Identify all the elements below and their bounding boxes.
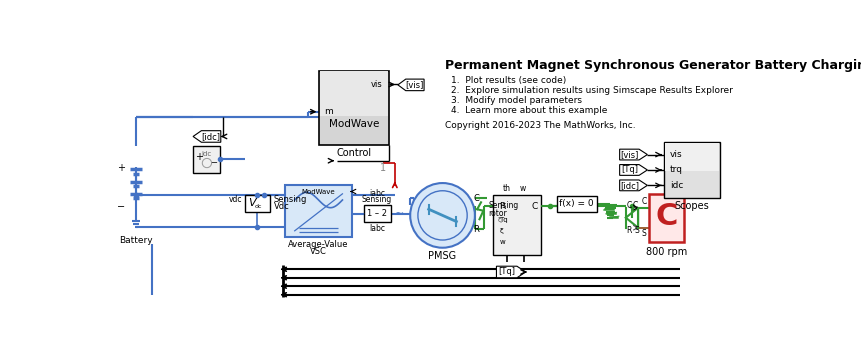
Polygon shape bbox=[496, 266, 525, 278]
Text: 3.  Modify model parameters: 3. Modify model parameters bbox=[450, 96, 581, 105]
Text: rotor: rotor bbox=[488, 209, 507, 218]
Text: C: C bbox=[473, 194, 479, 203]
Text: idc: idc bbox=[201, 151, 212, 157]
Text: w: w bbox=[519, 184, 525, 193]
Bar bbox=[245, 195, 269, 211]
Text: C: C bbox=[654, 202, 677, 231]
Text: [idc]: [idc] bbox=[201, 132, 220, 141]
Text: C: C bbox=[641, 197, 646, 206]
Text: w: w bbox=[499, 238, 505, 245]
Text: [idc]: [idc] bbox=[619, 181, 638, 190]
Text: R: R bbox=[625, 226, 630, 234]
Text: trq: trq bbox=[669, 166, 682, 174]
Text: +: + bbox=[117, 163, 125, 173]
Polygon shape bbox=[193, 131, 220, 142]
Text: Sensing: Sensing bbox=[274, 195, 307, 205]
Bar bbox=[648, 194, 684, 242]
Text: idc: idc bbox=[669, 181, 682, 190]
Text: R: R bbox=[499, 202, 505, 211]
Text: f(x) = 0: f(x) = 0 bbox=[559, 199, 593, 208]
Text: +: + bbox=[195, 152, 203, 162]
Bar bbox=[193, 146, 220, 173]
Text: 1.  Plot results (see code): 1. Plot results (see code) bbox=[450, 76, 566, 85]
Bar bbox=[319, 71, 388, 145]
Text: −: − bbox=[210, 159, 217, 167]
Text: V: V bbox=[248, 198, 256, 208]
Text: ~: ~ bbox=[394, 209, 404, 219]
Bar bbox=[556, 196, 596, 211]
Text: [vis]: [vis] bbox=[406, 80, 424, 90]
Circle shape bbox=[410, 183, 474, 248]
Text: Iabc: Iabc bbox=[369, 224, 385, 233]
Text: vis: vis bbox=[669, 150, 682, 159]
Text: S: S bbox=[641, 229, 646, 238]
Text: ModWave: ModWave bbox=[300, 189, 334, 194]
Text: −: − bbox=[117, 202, 125, 212]
Text: ModWave: ModWave bbox=[328, 119, 379, 130]
Text: 1: 1 bbox=[380, 163, 386, 173]
Text: Sensing: Sensing bbox=[362, 195, 392, 204]
Bar bbox=[285, 185, 351, 237]
Text: ξ: ξ bbox=[499, 228, 503, 234]
Text: C: C bbox=[632, 201, 637, 210]
Text: 1 – 2: 1 – 2 bbox=[367, 209, 387, 218]
Bar bbox=[363, 205, 391, 222]
Text: Sensing: Sensing bbox=[488, 201, 518, 210]
Text: C: C bbox=[626, 201, 632, 210]
Text: Scopes: Scopes bbox=[674, 201, 709, 211]
Text: 2.  Explore simulation results using Simscape Results Explorer: 2. Explore simulation results using Sims… bbox=[450, 86, 732, 95]
Text: Tq: Tq bbox=[499, 217, 508, 223]
Text: PMSG: PMSG bbox=[428, 251, 456, 261]
Bar bbox=[319, 71, 387, 116]
Text: Average-Value: Average-Value bbox=[288, 240, 349, 249]
Bar bbox=[664, 142, 719, 198]
Text: [Tq]: [Tq] bbox=[620, 166, 637, 174]
Text: ξ: ξ bbox=[498, 217, 501, 223]
Text: Permanent Magnet Synchronous Generator Battery Charging: Permanent Magnet Synchronous Generator B… bbox=[444, 59, 861, 72]
Text: vdc: vdc bbox=[228, 195, 242, 205]
Polygon shape bbox=[619, 165, 647, 175]
Text: iabc: iabc bbox=[369, 189, 385, 198]
Text: m: m bbox=[324, 107, 332, 116]
Text: Battery: Battery bbox=[119, 236, 152, 245]
Text: C: C bbox=[531, 202, 537, 211]
Text: [Tq]: [Tq] bbox=[498, 268, 515, 277]
Bar bbox=[665, 143, 718, 171]
Text: Control: Control bbox=[336, 148, 371, 158]
Polygon shape bbox=[398, 79, 424, 91]
Polygon shape bbox=[619, 149, 647, 160]
Text: S: S bbox=[634, 226, 638, 234]
Text: VSC: VSC bbox=[310, 247, 326, 256]
Text: R: R bbox=[473, 225, 479, 234]
Text: 4.  Learn more about this example: 4. Learn more about this example bbox=[450, 106, 607, 115]
Text: [vis]: [vis] bbox=[619, 150, 638, 159]
Text: vis: vis bbox=[370, 80, 382, 89]
Text: th: th bbox=[502, 184, 510, 193]
Text: Vdc: Vdc bbox=[274, 202, 289, 211]
Text: ~: ~ bbox=[355, 208, 365, 221]
Polygon shape bbox=[619, 180, 647, 191]
Text: dc: dc bbox=[255, 203, 262, 209]
Bar bbox=[492, 195, 541, 256]
Text: 800 rpm: 800 rpm bbox=[645, 246, 686, 257]
Text: Copyright 2016-2023 The MathWorks, Inc.: Copyright 2016-2023 The MathWorks, Inc. bbox=[444, 121, 635, 130]
